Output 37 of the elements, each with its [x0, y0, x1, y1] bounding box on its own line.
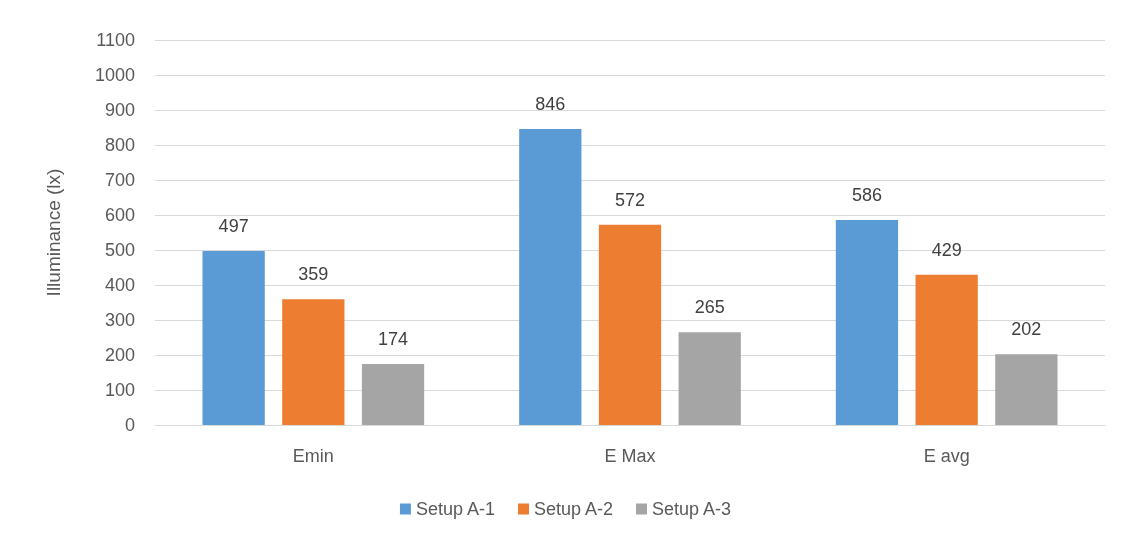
data-label: 586 — [851, 184, 882, 205]
y-tick-label: 600 — [104, 205, 135, 225]
data-label: 202 — [1011, 319, 1042, 340]
y-tick-label: 500 — [104, 240, 135, 260]
bar — [282, 299, 345, 425]
data-label: 174 — [378, 329, 409, 350]
bar — [598, 224, 662, 425]
bar — [361, 364, 425, 425]
y-tick-label: 0 — [124, 415, 135, 435]
bar — [202, 251, 265, 425]
y-tick-label: 900 — [104, 100, 135, 120]
bar — [915, 274, 978, 425]
bar — [678, 332, 741, 425]
y-tick-label: 1100 — [96, 30, 135, 50]
y-tick-label: 800 — [104, 135, 135, 155]
y-tick-label: 200 — [104, 345, 135, 365]
legend-label: Setup A-1 — [415, 499, 495, 519]
x-tick-label: Emin — [292, 446, 334, 466]
x-tick-label: E avg — [923, 446, 970, 466]
data-label: 359 — [298, 264, 329, 285]
y-tick-label: 400 — [104, 275, 135, 295]
data-label: 846 — [535, 93, 566, 114]
data-label: 265 — [694, 297, 725, 318]
y-tick-label: 100 — [104, 380, 135, 400]
bar — [835, 219, 899, 425]
y-tick-label: 1000 — [94, 65, 135, 85]
data-label: 497 — [218, 216, 249, 237]
y-tick-label: 700 — [104, 170, 135, 190]
x-tick-label: E Max — [604, 446, 656, 466]
data-label: 572 — [614, 189, 646, 210]
legend-label: Setup A-2 — [533, 499, 614, 519]
y-tick-label: 300 — [104, 310, 135, 330]
y-axis-title: Illuminance (lx) — [43, 168, 64, 297]
bar — [995, 354, 1058, 425]
bar — [519, 128, 582, 425]
data-label: 429 — [931, 239, 962, 260]
legend-label: Setup A-3 — [652, 499, 732, 519]
